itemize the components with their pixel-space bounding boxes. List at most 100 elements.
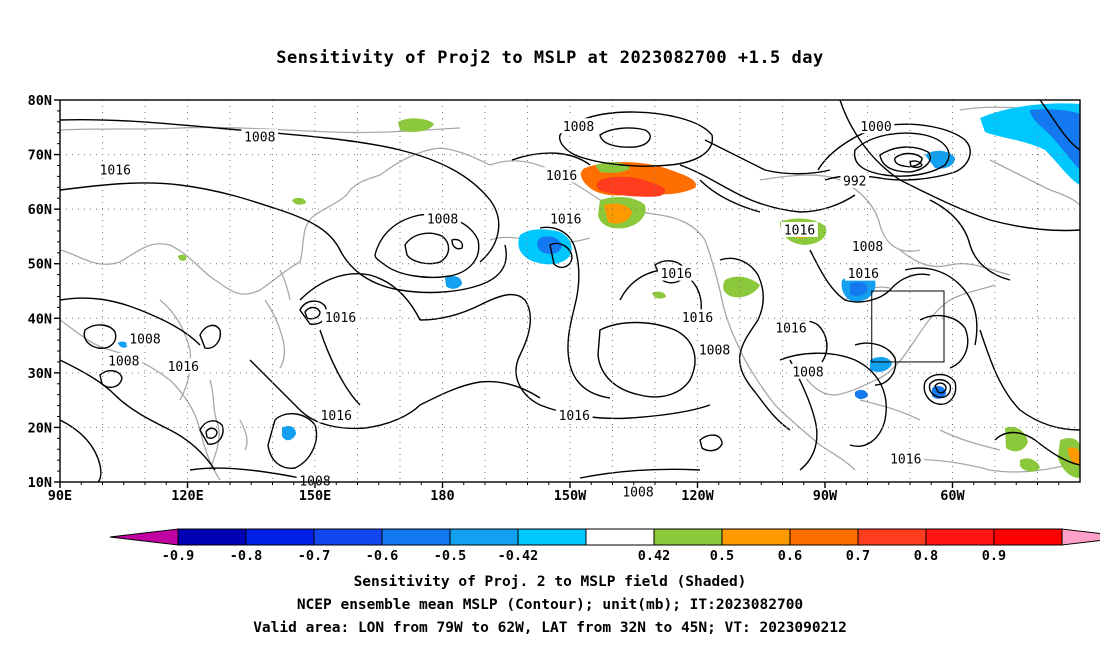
colorbar-label: -0.5	[434, 548, 467, 564]
contour-label-bg	[105, 352, 143, 368]
contour-label-bg	[164, 358, 202, 374]
shade-positive	[1020, 458, 1040, 472]
contour-label-bg	[296, 473, 334, 488]
contour-label: 1016	[168, 360, 199, 375]
caption-line-1: Sensitivity of Proj. 2 to MSLP field (Sh…	[353, 574, 747, 590]
lon-tick-label: 90W	[813, 488, 838, 504]
contour-label: 1016	[546, 169, 577, 184]
colorbar-segment	[653, 528, 723, 546]
shade-positive	[178, 254, 187, 261]
contour-label-bg	[844, 265, 882, 281]
contour-label: 1016	[682, 311, 713, 326]
lat-tick-label: 40N	[28, 311, 52, 327]
shade-negative	[870, 356, 892, 372]
shade-negative	[282, 426, 296, 441]
lon-tick-label: 60W	[940, 488, 965, 504]
colorbar-label: 0.5	[710, 548, 734, 564]
contour-label-bg	[849, 238, 886, 254]
contour-label: 1000	[860, 120, 891, 135]
colorbar-segment	[585, 528, 655, 546]
colorbar-segment	[517, 528, 587, 546]
colorbar-extend-right	[1061, 528, 1100, 546]
contour-label-bg	[560, 118, 597, 134]
lat-tick-label: 60N	[28, 202, 52, 218]
colorbar-segment	[313, 528, 383, 546]
valid-area-box	[871, 290, 945, 363]
colorbar-label: -0.42	[498, 548, 539, 564]
lat-tick-label: 20N	[28, 420, 52, 436]
shade-negative	[118, 341, 128, 348]
contour-label-bg	[317, 407, 355, 423]
colorbar-segment	[789, 528, 859, 546]
graticule	[60, 100, 1080, 482]
shade-positive	[1068, 447, 1080, 466]
colorbar-label: -0.9	[162, 548, 195, 564]
contour-label: 1008	[699, 344, 730, 359]
caption-line-3: Valid area: LON from 79W to 62W, LAT fro…	[253, 620, 847, 636]
contour-label: 1008	[563, 120, 594, 135]
contour-label: 1008	[852, 240, 883, 255]
contour-label-bg	[772, 320, 810, 336]
contour-label-bg	[424, 211, 461, 227]
lon-tick-label: 180	[430, 488, 454, 504]
contour-label-bg	[96, 161, 134, 177]
colorbar-label: 0.7	[846, 548, 870, 564]
mslp-contours	[60, 100, 1080, 482]
colorbar-label: -0.8	[230, 548, 263, 564]
lat-tick-label: 70N	[28, 148, 52, 164]
lon-tick-label: 90E	[48, 488, 72, 504]
map-title: Sensitivity of Proj2 to MSLP at 20230827…	[276, 48, 824, 68]
contour-label-bg	[126, 331, 164, 347]
colorbar-extend-left	[109, 528, 179, 546]
lat-tick-label: 30N	[28, 366, 52, 382]
contour-label: 1008	[108, 354, 139, 369]
shade-positive	[652, 291, 666, 299]
contour-label: 1008	[244, 131, 275, 146]
contour-label-bg	[657, 265, 695, 281]
contour-label: 1016	[784, 223, 815, 238]
lon-tick-label: 120E	[171, 488, 204, 504]
contour-label-bg	[555, 407, 593, 423]
colorbar-label: 0.8	[914, 548, 938, 564]
colorbar-label: -0.7	[298, 548, 331, 564]
colorbar-segment	[857, 528, 927, 546]
contour-label: 1016	[321, 409, 352, 424]
contour-label-bg	[887, 451, 925, 467]
colorbar-segment	[381, 528, 451, 546]
contour-label: 1016	[890, 453, 921, 468]
contour-label-bg	[547, 211, 585, 227]
colorbar-segment	[925, 528, 995, 546]
colorbar-label: 0.42	[638, 548, 671, 564]
contour-label-bg	[789, 363, 827, 379]
colorbar-label: -0.6	[366, 548, 399, 564]
lon-tick-label: 120W	[681, 488, 714, 504]
contour-label-bg	[696, 342, 733, 358]
lon-tick-label: 150W	[554, 488, 587, 504]
shade-negative	[1030, 109, 1080, 170]
colorbar-segment	[721, 528, 791, 546]
colorbar-segment	[245, 528, 315, 546]
caption-line-2: NCEP ensemble mean MSLP (Contour); unit(…	[296, 597, 804, 613]
contour-label: 1016	[848, 267, 879, 282]
colorbar-segment	[993, 528, 1063, 546]
contour-label-bg	[619, 483, 657, 499]
contour-label-bg	[840, 172, 870, 188]
contour-label-bg	[679, 309, 716, 325]
colorbar: -0.9 -0.8 -0.7 -0.6 -0.5 -0.42 0.42 0.5 0.6 0.7 0.…	[109, 528, 1100, 564]
contour-label-bg	[781, 221, 818, 237]
contour-label: 1016	[550, 213, 581, 228]
contour-labels: 1008 1016 1008 1016 1016 1008 1008 1016 1008 1016…	[96, 118, 925, 500]
shade-positive	[604, 203, 632, 224]
shade-positive	[723, 276, 760, 298]
contour-label: 1016	[325, 311, 356, 326]
coastlines	[60, 106, 1080, 481]
contour-label: 1016	[775, 322, 806, 337]
shade-negative	[925, 150, 955, 169]
colorbar-label: 0.6	[778, 548, 802, 564]
contour-label: 1008	[622, 485, 653, 500]
shade-negative	[855, 389, 868, 399]
colorbar-label: 0.9	[982, 548, 1006, 564]
lat-tick-label: 50N	[28, 257, 52, 273]
contour-label: 1008	[129, 333, 160, 348]
